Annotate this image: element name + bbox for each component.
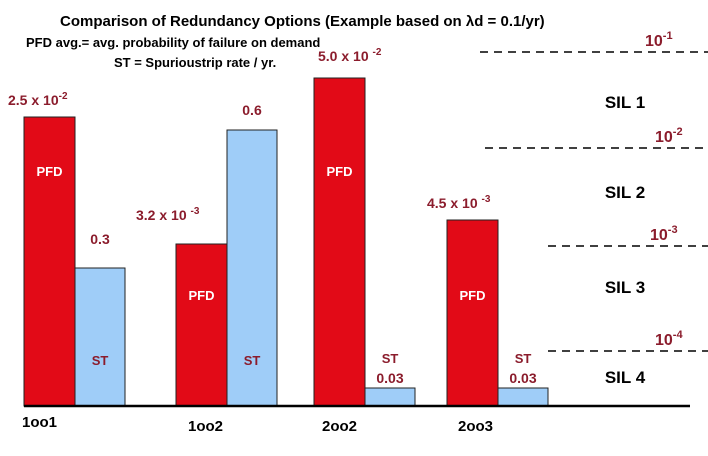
pfd-value-label: 3.2 x 10 -3: [136, 206, 200, 223]
pfd-bar: [175, 243, 228, 407]
sil-level-label: SIL 2: [605, 183, 645, 202]
sil-boundary-label: 10-4: [655, 329, 683, 349]
pfd-bar: [313, 77, 366, 407]
st-bar-label: ST: [382, 351, 399, 366]
sil-level-label: SIL 4: [605, 368, 646, 387]
subtitle-st: ST = Spurioustrip rate / yr.: [114, 55, 276, 70]
category-label: 2oo3: [458, 418, 493, 435]
st-bar-label: ST: [515, 351, 532, 366]
sil-boundary-label: 10-2: [655, 126, 683, 146]
pfd-bar: [23, 116, 76, 407]
pfd-bar-label: PFD: [189, 288, 215, 303]
category-label: 1oo2: [188, 418, 223, 435]
pfd-value-label: 2.5 x 10-2: [8, 91, 68, 108]
st-bar: [226, 129, 278, 407]
pfd-value-label: 5.0 x 10 -2: [318, 47, 382, 64]
category-label: 1oo1: [22, 414, 57, 431]
sil-boundary-label: 10-3: [650, 224, 678, 244]
pfd-value-label: 4.5 x 10 -3: [427, 194, 491, 211]
chart-title: Comparison of Redundancy Options (Exampl…: [60, 13, 545, 30]
pfd-bar-label: PFD: [37, 164, 63, 179]
st-bar-label: ST: [244, 353, 261, 368]
st-bar-label: ST: [92, 353, 109, 368]
pfd-bar-label: PFD: [327, 164, 353, 179]
subtitle-pfd: PFD avg.= avg. probability of failure on…: [26, 35, 320, 50]
pfd-bar-label: PFD: [460, 288, 486, 303]
st-bar: [497, 387, 549, 407]
sil-boundary-label: 10-1: [645, 30, 673, 50]
st-value-label: 0.6: [242, 102, 262, 118]
sil-level-label: SIL 1: [605, 93, 645, 112]
sil-level-label: SIL 3: [605, 278, 645, 297]
pfd-bar: [446, 219, 499, 407]
st-bar: [74, 267, 126, 407]
st-value-label: 0.03: [509, 370, 536, 386]
st-value-label: 0.03: [376, 370, 403, 386]
category-label: 2oo2: [322, 418, 357, 435]
st-bar: [364, 387, 416, 407]
st-value-label: 0.3: [90, 231, 110, 247]
